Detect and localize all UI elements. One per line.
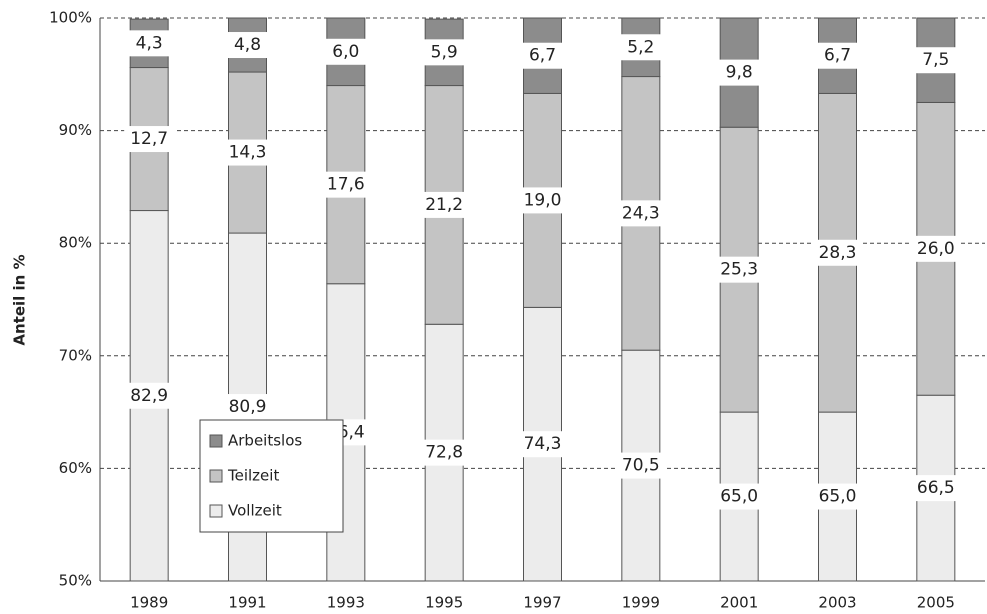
x-tick-label: 1999: [622, 594, 660, 612]
label-bg: [320, 171, 371, 198]
x-tick-label: 2005: [917, 594, 955, 612]
data-label: 74,3: [524, 434, 562, 454]
label-bg: [714, 256, 765, 283]
data-label: 17,6: [327, 175, 365, 195]
data-label: 4,8: [234, 35, 261, 55]
data-label: 6,7: [529, 46, 556, 66]
data-label: 72,8: [425, 443, 463, 463]
label-bg: [419, 39, 470, 66]
label-bg: [124, 382, 175, 409]
x-tick-label: 1989: [130, 594, 168, 612]
legend-label: Vollzeit: [228, 502, 282, 520]
label-bg: [910, 47, 961, 74]
label-bg: [419, 439, 470, 466]
label-bg: [615, 200, 666, 227]
y-axis-label: Anteil in %: [11, 254, 29, 345]
legend-swatch: [209, 469, 223, 483]
legend-swatch: [209, 504, 223, 518]
data-label: 6,7: [824, 46, 851, 66]
y-tick-label: 70%: [59, 346, 92, 364]
x-tick-label: 1991: [228, 594, 266, 612]
data-label: 24,3: [622, 203, 660, 223]
label-bg: [812, 42, 863, 69]
y-tick-label: 100%: [49, 9, 92, 27]
x-tick-label: 1995: [425, 594, 463, 612]
x-tick-label: 1997: [523, 594, 561, 612]
y-tick-label: 90%: [59, 121, 92, 139]
data-label: 80,9: [229, 397, 267, 417]
label-bg: [222, 394, 273, 421]
data-label: 14,3: [229, 143, 267, 163]
data-label: 7,5: [922, 50, 949, 70]
data-label: 5,9: [431, 42, 458, 62]
label-bg: [124, 126, 175, 153]
label-bg: [320, 38, 371, 65]
label-bg: [222, 32, 273, 59]
data-label: 65,0: [819, 487, 857, 507]
data-label: 28,3: [819, 243, 857, 263]
label-bg: [222, 139, 273, 166]
label-bg: [124, 30, 175, 57]
label-bg: [910, 475, 961, 502]
y-tick-label: 60%: [59, 459, 92, 477]
legend-swatch: [209, 434, 223, 448]
x-tick-label: 2001: [720, 594, 758, 612]
label-bg: [615, 34, 666, 61]
label-bg: [615, 452, 666, 479]
data-label: 21,2: [425, 195, 463, 215]
legend-box: [199, 419, 344, 533]
data-label: 65,0: [720, 487, 758, 507]
data-label: 9,8: [726, 63, 753, 83]
data-label: 6,0: [332, 42, 359, 62]
data-label: 70,5: [622, 456, 660, 476]
y-tick-label: 50%: [59, 572, 92, 590]
label-bg: [517, 42, 568, 69]
data-label: 26,0: [917, 239, 955, 259]
label-bg: [517, 187, 568, 214]
legend-label: Arbeitslos: [228, 432, 302, 450]
label-bg: [714, 483, 765, 510]
legend-label: Teilzeit: [227, 467, 279, 485]
data-label: 25,3: [720, 260, 758, 280]
data-label: 12,7: [130, 129, 168, 149]
label-bg: [812, 483, 863, 510]
label-bg: [419, 191, 470, 218]
data-label: 5,2: [627, 37, 654, 57]
data-label: 66,5: [917, 478, 955, 498]
data-label: 4,3: [136, 33, 163, 53]
data-label: 19,0: [524, 190, 562, 210]
x-tick-label: 1993: [327, 594, 365, 612]
label-bg: [517, 431, 568, 458]
data-label: 82,9: [130, 386, 168, 406]
x-tick-label: 2003: [818, 594, 856, 612]
y-tick-label: 80%: [59, 234, 92, 252]
label-bg: [910, 235, 961, 262]
label-bg: [812, 239, 863, 266]
label-bg: [714, 59, 765, 86]
